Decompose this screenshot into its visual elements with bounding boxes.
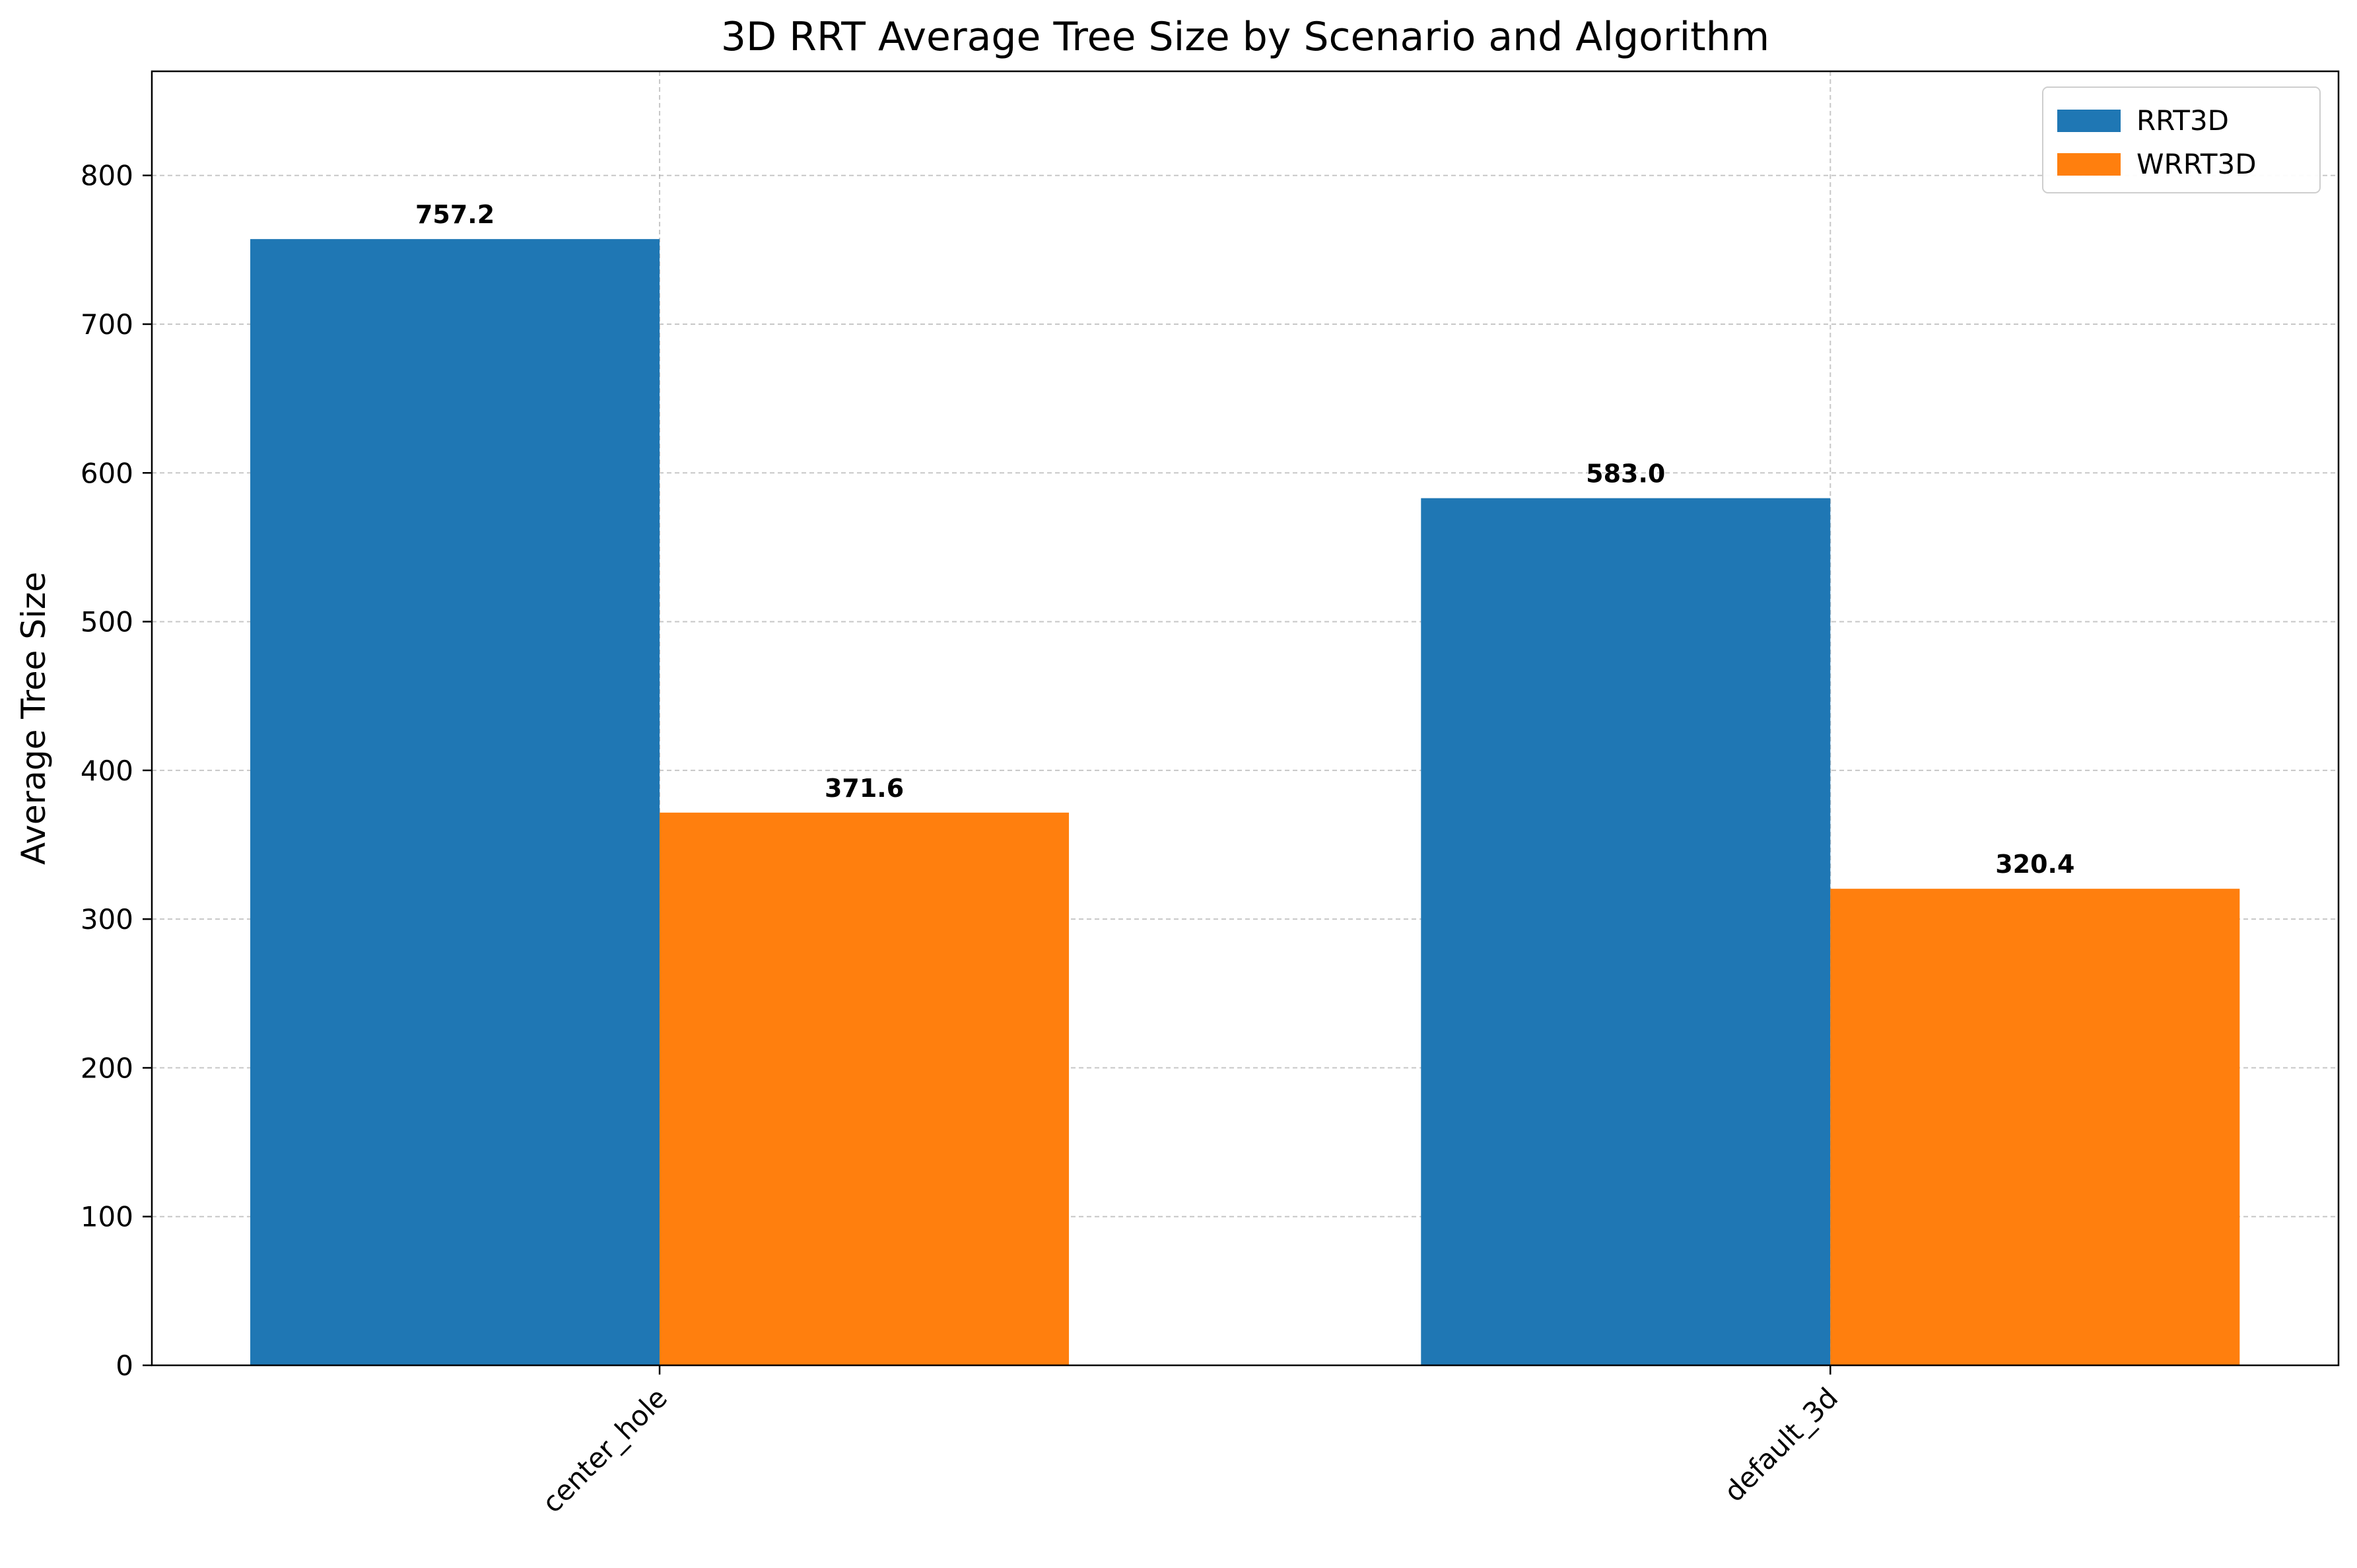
bar-value-label: 320.4 (1995, 850, 2074, 879)
legend-swatch (2057, 110, 2121, 132)
x-tick-label: default_3d (1718, 1381, 1845, 1508)
legend-swatch (2057, 153, 2121, 176)
y-tick-label: 100 (81, 1201, 133, 1233)
y-axis-label: Average Tree Size (15, 572, 53, 865)
chart-title: 3D RRT Average Tree Size by Scenario and… (721, 14, 1769, 60)
y-tick-label: 400 (81, 755, 133, 787)
legend-label: RRT3D (2136, 104, 2229, 137)
y-tick-label: 700 (81, 308, 133, 341)
bar (250, 239, 660, 1365)
y-tick-label: 0 (116, 1349, 133, 1382)
bar (1421, 498, 1831, 1365)
bar (660, 812, 1070, 1365)
y-tick-label: 600 (81, 457, 133, 489)
y-tick-label: 500 (81, 606, 133, 638)
bar-value-label: 757.2 (415, 200, 495, 229)
y-tick-label: 200 (81, 1052, 133, 1084)
bar-value-label: 371.6 (825, 774, 904, 803)
bars (250, 239, 2240, 1365)
x-tick-label: center_hole (536, 1381, 674, 1519)
bar-value-label: 583.0 (1586, 460, 1665, 489)
legend: RRT3D WRRT3D (2042, 86, 2321, 193)
y-tick-label: 800 (81, 160, 133, 192)
bar (1830, 889, 2240, 1365)
bar-value-labels: 757.2 583.0 371.6 320.4 (415, 200, 2074, 879)
y-tick-label: 300 (81, 903, 133, 936)
plot-frame (151, 70, 2340, 1367)
legend-label: WRRT3D (2136, 148, 2257, 180)
